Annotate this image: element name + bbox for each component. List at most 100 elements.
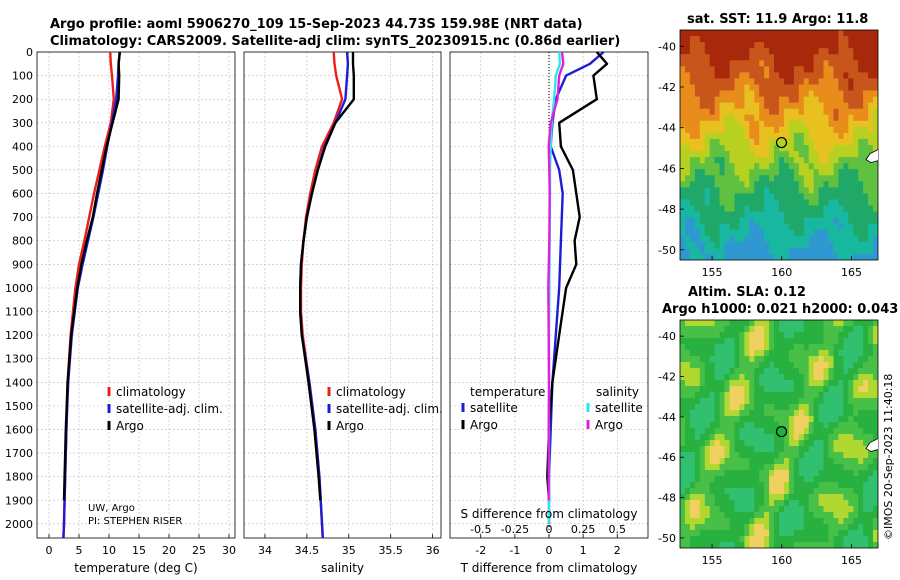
- map-lon-label: 165: [841, 266, 862, 279]
- y-tick-label: 1600: [5, 423, 33, 436]
- map-lat-label: -46: [658, 162, 676, 175]
- series-satellite-adj-clim-: [299, 51, 350, 539]
- x-axis-label: temperature (deg C): [74, 561, 197, 575]
- map-lon-label: 160: [771, 266, 792, 279]
- profile-panel-3: -2 -1 0 1 2 T difference from climatology temp…: [449, 51, 649, 575]
- x-tick-label: -2: [475, 544, 486, 557]
- sst-map-title: sat. SST: 11.9 Argo: 11.8: [687, 12, 868, 27]
- x-tick-label: 35: [342, 544, 356, 557]
- x-tick-label: 15: [132, 544, 146, 557]
- sst-map-frame: [679, 29, 879, 261]
- sla-map: -40 -42 -44 -46 -48 -50 155 160 165: [658, 319, 879, 567]
- sla-map-frame: [679, 319, 879, 549]
- plot-frame: [36, 51, 236, 539]
- map-lon-label: 160: [771, 554, 792, 567]
- x-tick-label: 0: [546, 544, 553, 557]
- x-tick-label: 25: [192, 544, 206, 557]
- x2-tick-label: 0: [546, 523, 553, 536]
- x-tick-label: -1: [509, 544, 520, 557]
- x-tick-label: 35.5: [378, 544, 403, 557]
- y-tick-label: 1400: [5, 376, 33, 389]
- map-lat-label: -42: [658, 81, 676, 94]
- coastline: [865, 438, 879, 452]
- plot-frame: [243, 51, 442, 539]
- y-tick-label: 1100: [5, 306, 33, 319]
- legend-label: satellite: [595, 401, 643, 415]
- x2-tick-label: -0.5: [470, 523, 491, 536]
- legend-temperature-header: temperature: [470, 385, 545, 399]
- map-lon-label: 155: [702, 266, 723, 279]
- pi-label: PI: STEPHEN RISER: [88, 516, 182, 527]
- argo-float-marker: [775, 136, 788, 149]
- legend-label: Argo: [595, 418, 623, 432]
- legend-label: satellite-adj. clim.: [336, 402, 443, 416]
- x2-tick-label: 0.5: [609, 523, 627, 536]
- map-lat-label: -50: [658, 244, 676, 257]
- map-lat-label: -42: [658, 370, 676, 383]
- y-tick-label: 1800: [5, 471, 33, 484]
- x-tick-label: 5: [76, 544, 83, 557]
- title-line-1: Argo profile: aoml 5906270_109 15-Sep-20…: [50, 17, 583, 32]
- argo-float-marker: [775, 425, 788, 438]
- y-tick-label: 1000: [5, 282, 33, 295]
- legend-label: Argo: [470, 418, 498, 432]
- map-lat-label: -48: [658, 492, 676, 505]
- y-tick-label: 400: [12, 140, 33, 153]
- map-lat-label: -44: [658, 411, 676, 424]
- legend-salinity-header: salinity: [596, 385, 639, 399]
- y-tick-label: 600: [12, 188, 33, 201]
- y-tick-label: 500: [12, 164, 33, 177]
- legend-label: climatology: [336, 385, 406, 399]
- legend-label: satellite: [470, 401, 518, 415]
- x-tick-label: 0: [46, 544, 53, 557]
- x-tick-label: 1: [580, 544, 587, 557]
- y-tick-label: 1500: [5, 400, 33, 413]
- profile-panel-2: 34 34.5 35 35.5 36 salinity climatology satelli…: [243, 51, 443, 575]
- y-tick-label: 800: [12, 235, 33, 248]
- series-climatology: [62, 51, 116, 539]
- x-axis-label: salinity: [321, 561, 364, 575]
- series-argo: [62, 51, 121, 501]
- y-tick-label: 100: [12, 70, 33, 83]
- x2-tick-label: -0.25: [501, 523, 529, 536]
- map-lat-label: -44: [658, 122, 676, 135]
- map-lon-label: 155: [702, 554, 723, 567]
- legend-label: Argo: [336, 419, 364, 433]
- map-lat-label: -40: [658, 330, 676, 343]
- x-tick-label: 10: [102, 544, 116, 557]
- y-tick-label: 2000: [5, 518, 33, 531]
- map-lat-label: -40: [658, 40, 676, 53]
- x-tick-label: 2: [614, 544, 621, 557]
- y-tick-label: 1300: [5, 353, 33, 366]
- y-tick-label: 1900: [5, 494, 33, 507]
- x-tick-label: 34: [258, 544, 272, 557]
- x-tick-label: 34.5: [295, 544, 320, 557]
- x2-tick-label: 0.25: [571, 523, 596, 536]
- y-tick-label: 700: [12, 211, 33, 224]
- profile-panel-1: 0100200300400500600700800900100011001200…: [5, 46, 236, 575]
- legend-label: satellite-adj. clim.: [116, 402, 223, 416]
- series-salinity-argo: [547, 51, 565, 501]
- x-axis-label: T difference from climatology: [460, 561, 638, 575]
- sla-map-raster: [680, 320, 878, 548]
- y-tick-label: 300: [12, 117, 33, 130]
- y-tick-label: 0: [26, 46, 33, 59]
- y-tick-label: 1200: [5, 329, 33, 342]
- series-argo: [299, 52, 355, 501]
- y-tick-label: 200: [12, 93, 33, 106]
- imos-credit: ©IMOS 20-Sep-2023 11:40:18: [882, 374, 895, 540]
- map-lat-label: -46: [658, 451, 676, 464]
- legend-label: Argo: [116, 419, 144, 433]
- map-lat-label: -50: [658, 532, 676, 545]
- series-temperature-argo: [546, 51, 609, 501]
- sla-map-title-2: Argo h1000: 0.021 h2000: 0.043: [662, 302, 898, 317]
- map-lon-label: 165: [841, 554, 862, 567]
- x-tick-label: 30: [222, 544, 236, 557]
- x-tick-label: 36: [426, 544, 440, 557]
- legend-label: climatology: [116, 385, 186, 399]
- sst-map-raster: [680, 30, 878, 260]
- sst-map: -40 -42 -44 -46 -48 -50 155 160 165: [658, 29, 879, 279]
- y-tick-label: 900: [12, 258, 33, 271]
- sla-map-title-1: Altim. SLA: 0.12: [688, 285, 806, 300]
